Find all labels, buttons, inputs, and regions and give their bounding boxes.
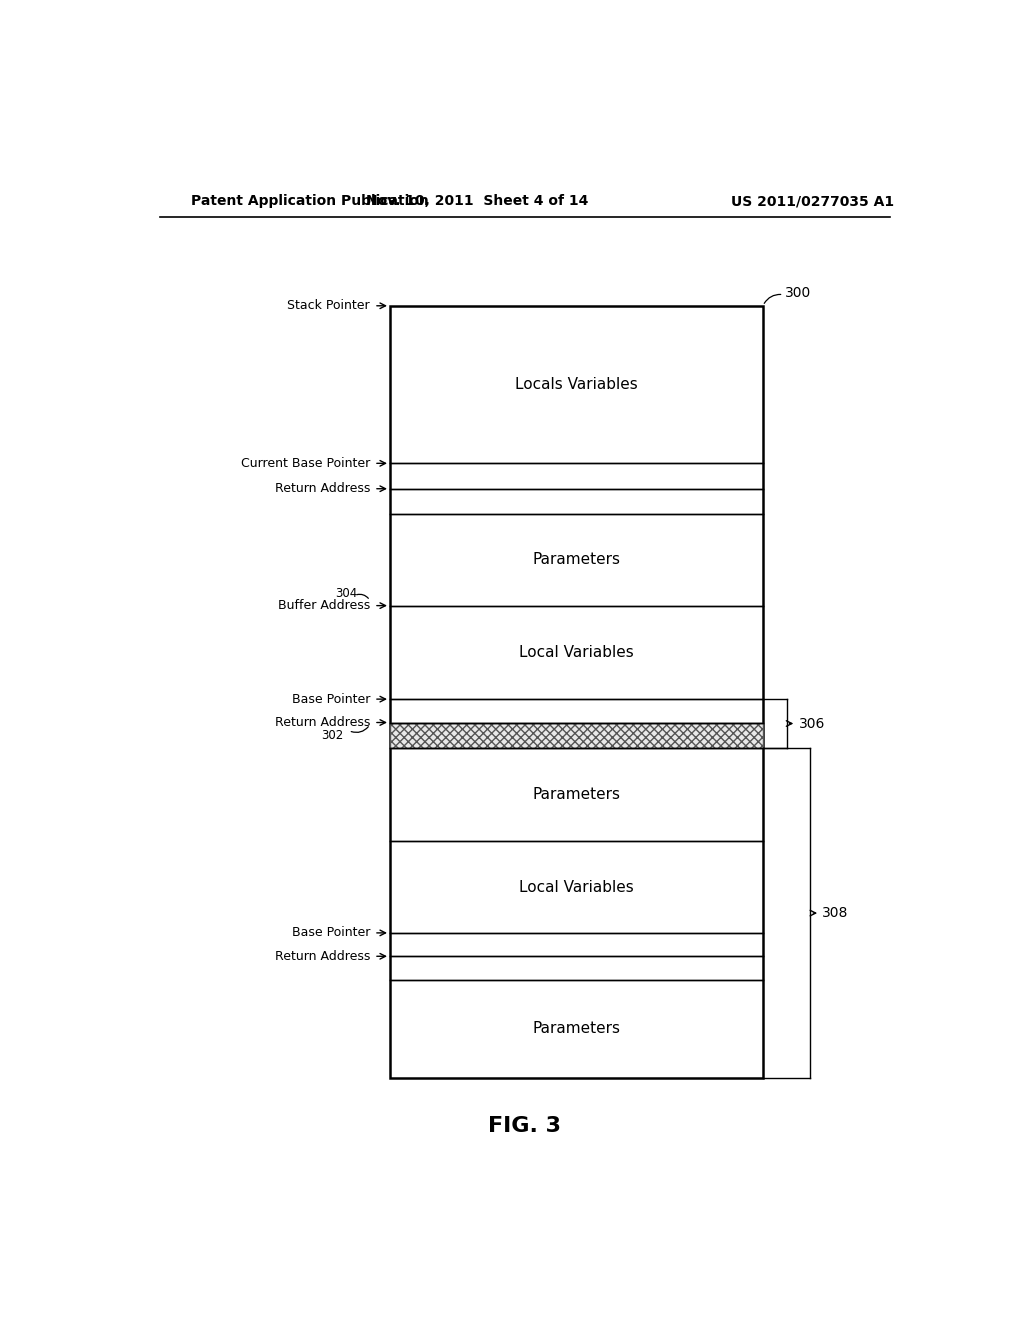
Text: Return Address: Return Address [274, 715, 370, 729]
Text: 300: 300 [785, 285, 811, 300]
Text: Patent Application Publication: Patent Application Publication [191, 194, 429, 209]
Text: Base Pointer: Base Pointer [292, 927, 370, 940]
Text: 302: 302 [322, 729, 344, 742]
Text: Locals Variables: Locals Variables [515, 378, 638, 392]
Text: Base Pointer: Base Pointer [292, 693, 370, 706]
Text: US 2011/0277035 A1: US 2011/0277035 A1 [731, 194, 894, 209]
Text: Parameters: Parameters [532, 787, 621, 803]
Text: Local Variables: Local Variables [519, 645, 634, 660]
Text: 306: 306 [799, 717, 825, 730]
Text: Buffer Address: Buffer Address [278, 599, 370, 612]
Text: Parameters: Parameters [532, 552, 621, 568]
Text: Nov. 10, 2011  Sheet 4 of 14: Nov. 10, 2011 Sheet 4 of 14 [366, 194, 589, 209]
Text: Local Variables: Local Variables [519, 879, 634, 895]
Text: Parameters: Parameters [532, 1022, 621, 1036]
Text: Return Address: Return Address [274, 950, 370, 962]
Text: Current Base Pointer: Current Base Pointer [241, 457, 370, 470]
Text: 308: 308 [822, 906, 849, 920]
Text: FIG. 3: FIG. 3 [488, 1115, 561, 1137]
Bar [390, 306, 763, 1078]
Bar [390, 722, 763, 748]
Text: Return Address: Return Address [274, 482, 370, 495]
Text: Stack Pointer: Stack Pointer [288, 300, 370, 313]
Text: 304: 304 [335, 587, 357, 599]
